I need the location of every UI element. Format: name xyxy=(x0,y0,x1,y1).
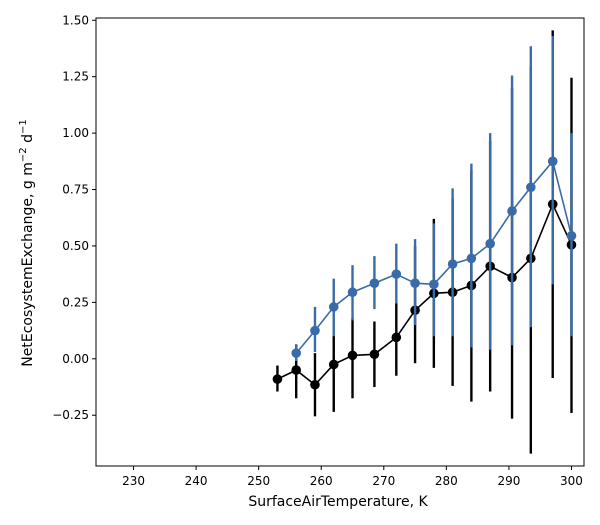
data-point xyxy=(310,379,320,390)
data-point xyxy=(429,279,439,290)
axis-ticks: 230 240 250 260 270 280 290 300 −0.25 0.00 0.25 0.5… xyxy=(52,13,583,488)
x-tick-label: 270 xyxy=(372,474,395,488)
data-point xyxy=(547,156,558,167)
chart-marks xyxy=(272,30,577,454)
plot-area-border xyxy=(95,17,585,467)
y-tick-label: −0.25 xyxy=(52,408,89,422)
x-axis-title: SurfaceAirTemperature, K xyxy=(248,494,428,510)
y-tick-label: 0.00 xyxy=(62,352,89,366)
x-tick-label: 300 xyxy=(560,474,583,488)
y-axis-title-sup1: −2 xyxy=(18,147,29,162)
data-point xyxy=(328,359,339,370)
data-point xyxy=(447,259,458,269)
data-point xyxy=(391,332,402,343)
data-point xyxy=(566,230,577,241)
data-point xyxy=(391,269,402,279)
axes-frame xyxy=(95,17,585,467)
data-point xyxy=(369,278,380,288)
x-tick-label: 250 xyxy=(247,474,270,488)
y-tick-label: 0.75 xyxy=(62,183,89,197)
data-point xyxy=(485,238,495,249)
x-tick-label: 280 xyxy=(435,474,458,488)
data-point xyxy=(369,349,380,360)
data-point xyxy=(291,365,302,375)
y-axis-title-main: NetEcosystemExchange, g m xyxy=(20,162,36,367)
y-tick-label: 1.00 xyxy=(62,126,89,140)
data-point xyxy=(347,287,358,298)
data-point xyxy=(328,302,339,312)
y-axis-title: NetEcosystemExchange, g m−2 d−1 xyxy=(18,119,36,366)
data-point xyxy=(291,348,302,358)
y-tick-label: 0.50 xyxy=(62,239,89,253)
series-2 xyxy=(291,36,577,362)
x-tick-label: 230 xyxy=(122,474,145,488)
series-line xyxy=(277,202,573,386)
data-point xyxy=(507,206,517,216)
data-point xyxy=(526,182,536,193)
data-point xyxy=(310,325,320,336)
y-axis-title-sup2: −1 xyxy=(18,119,29,134)
x-tick-label: 290 xyxy=(497,474,520,488)
x-tick-label: 240 xyxy=(185,474,208,488)
x-tick-label: 260 xyxy=(310,474,333,488)
data-point xyxy=(410,278,420,288)
y-tick-label: 0.25 xyxy=(62,295,89,309)
y-tick-label: 1.25 xyxy=(62,70,89,84)
y-axis-title-mid: d xyxy=(20,134,36,147)
data-point xyxy=(272,374,283,384)
data-point xyxy=(347,350,358,361)
data-point xyxy=(466,253,477,264)
y-tick-label: 1.50 xyxy=(62,13,89,27)
